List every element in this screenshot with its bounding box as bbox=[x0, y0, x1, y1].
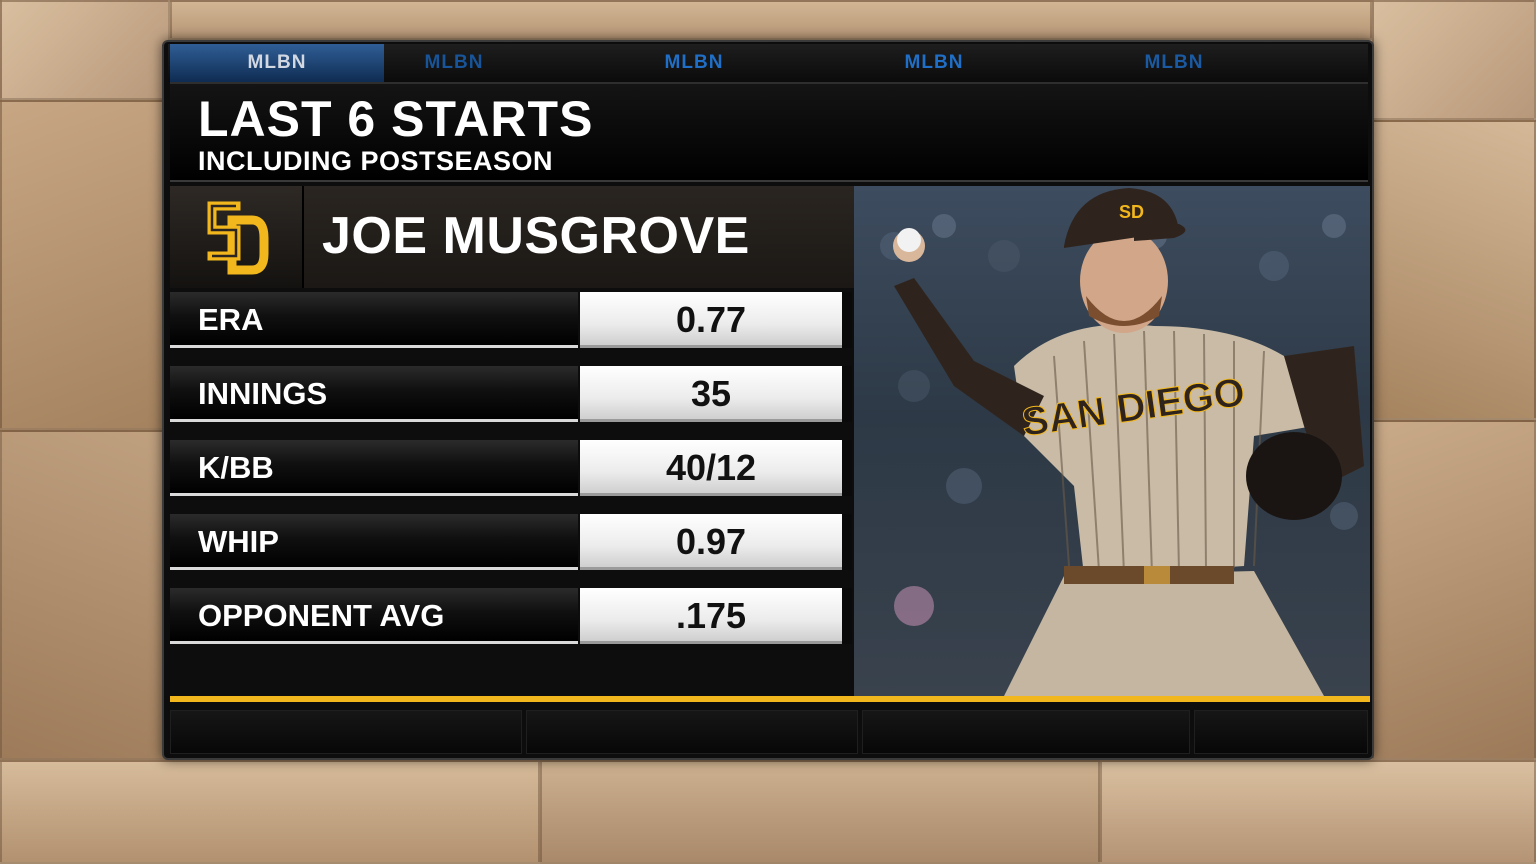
stat-row-era: ERA 0.77 bbox=[170, 292, 854, 350]
pitcher-illustration: SD SAN DIEGO bbox=[880, 188, 1364, 696]
stat-row-kbb: K/BB 40/12 bbox=[170, 440, 854, 498]
stat-label: WHIP bbox=[170, 514, 578, 570]
stat-label: K/BB bbox=[170, 440, 578, 496]
stat-value: 35 bbox=[580, 366, 842, 422]
stat-row-innings: INNINGS 35 bbox=[170, 366, 854, 424]
wood-block bbox=[170, 0, 1372, 40]
network-tab-4: MLBN bbox=[904, 52, 964, 73]
wood-block bbox=[1100, 760, 1536, 864]
stat-row-opponent-avg: OPPONENT AVG .175 bbox=[170, 588, 854, 646]
network-tab-1: MLBN bbox=[170, 44, 384, 82]
stat-label: ERA bbox=[170, 292, 578, 348]
graphic-title: LAST 6 STARTS bbox=[198, 91, 594, 147]
network-tab-3: MLBN bbox=[664, 52, 724, 73]
wood-block bbox=[0, 430, 170, 760]
player-photo: SD SAN DIEGO bbox=[854, 186, 1370, 696]
stat-value: 0.77 bbox=[580, 292, 842, 348]
stat-label: INNINGS bbox=[170, 366, 578, 422]
footer-segment bbox=[526, 710, 858, 754]
stat-label: OPPONENT AVG bbox=[170, 588, 578, 644]
wood-block bbox=[1372, 120, 1536, 420]
row-cap bbox=[842, 514, 852, 570]
stat-value: 40/12 bbox=[580, 440, 842, 496]
wood-block bbox=[0, 0, 170, 100]
footer-segment bbox=[1194, 710, 1368, 754]
wood-block bbox=[0, 100, 170, 430]
footer-segment bbox=[170, 710, 522, 754]
graphic-subtitle: INCLUDING POSTSEASON bbox=[198, 146, 554, 176]
stat-value: 0.97 bbox=[580, 514, 842, 570]
network-tab-5: MLBN bbox=[1144, 52, 1204, 73]
accent-line bbox=[170, 696, 1370, 702]
row-cap bbox=[842, 366, 852, 422]
footer-bar bbox=[170, 704, 1368, 758]
network-tab-2: MLBN bbox=[424, 52, 484, 73]
wood-block bbox=[540, 760, 1100, 864]
team-logo-box bbox=[170, 186, 304, 288]
player-name: JOE MUSGROVE bbox=[322, 207, 750, 265]
row-cap bbox=[842, 440, 852, 496]
network-tab-bar: MLBN MLBN MLBN MLBN MLBN bbox=[168, 44, 1368, 82]
wood-block bbox=[0, 760, 540, 864]
wood-block bbox=[1372, 0, 1536, 120]
padres-logo-icon bbox=[207, 201, 269, 275]
player-name-bar: JOE MUSGROVE bbox=[170, 186, 854, 288]
stats-graphic-board: MLBN MLBN MLBN MLBN MLBN LAST 6 STARTS I… bbox=[162, 40, 1374, 760]
stat-row-whip: WHIP 0.97 bbox=[170, 514, 854, 572]
stat-value: .175 bbox=[580, 588, 842, 644]
row-cap bbox=[842, 588, 852, 644]
svg-text:SD: SD bbox=[1119, 202, 1144, 222]
row-cap bbox=[842, 292, 852, 348]
footer-segment bbox=[862, 710, 1190, 754]
graphic-header: LAST 6 STARTS INCLUDING POSTSEASON bbox=[170, 82, 1368, 182]
wood-block bbox=[1372, 420, 1536, 760]
